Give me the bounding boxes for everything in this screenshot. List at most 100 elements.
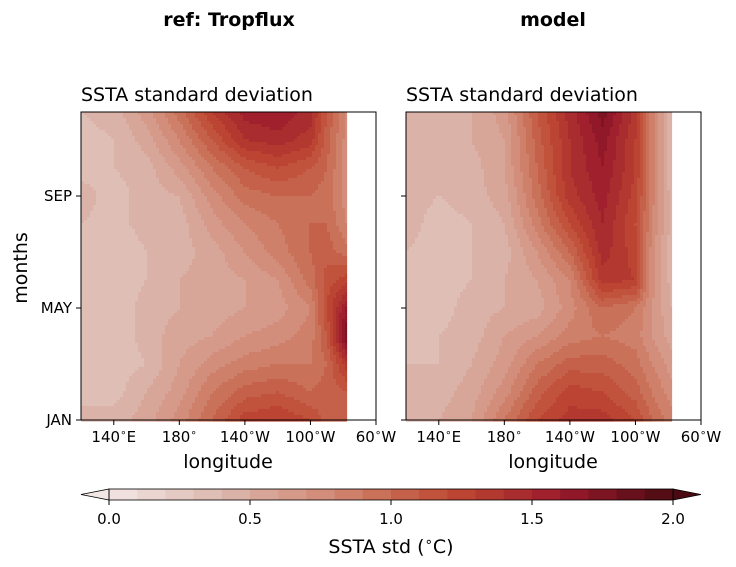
heatmap-cell [309,211,313,215]
heatmap-cell [147,217,151,221]
heatmap-cell [345,211,348,215]
heatmap-cell [207,184,211,188]
heatmap-cell [216,160,220,164]
heatmap-cell [261,217,265,221]
heatmap-cell [324,196,328,200]
heatmap-cell [120,196,124,200]
heatmap-cell [333,202,337,206]
heatmap-cell [297,136,301,140]
heatmap-cell [282,154,286,158]
heatmap-cell [129,157,133,161]
heatmap-cell [117,205,121,209]
heatmap-cell [333,181,337,185]
heatmap-cell [336,208,340,212]
heatmap-cell [183,112,187,116]
heatmap-cell [171,190,175,194]
heatmap-cell [321,208,325,212]
heatmap-cell [303,190,307,194]
heatmap-cell [315,151,319,155]
heatmap-cell [345,136,348,140]
heatmap-cell [171,133,175,137]
heatmap-cell [312,154,316,158]
heatmap-cell [339,145,343,149]
heatmap-cell [192,169,196,173]
heatmap-cell [282,193,286,197]
heatmap-cell [339,178,343,182]
heatmap-cell [303,157,307,161]
heatmap-cell [339,157,343,161]
heatmap-cell [231,166,235,170]
heatmap-cell [150,175,154,179]
heatmap-cell [306,157,310,161]
heatmap-cell [252,208,256,212]
heatmap-cell [255,193,259,197]
heatmap-cell [213,136,217,140]
heatmap-cell [123,214,127,218]
heatmap-cell [132,142,136,146]
heatmap-cell [309,127,313,131]
heatmap-cell [105,184,109,188]
heatmap-cell [114,166,118,170]
heatmap-cell [342,184,346,188]
heatmap-cell [93,163,97,167]
heatmap-cell [114,193,118,197]
heatmap-cell [243,196,247,200]
heatmap-cell [264,124,268,128]
heatmap-cell [333,118,337,122]
heatmap-cell [132,190,136,194]
heatmap-cell [117,157,121,161]
heatmap-cell [252,160,256,164]
heatmap-cell [225,148,229,152]
heatmap-cell [261,196,265,200]
heatmap-cell [111,172,115,176]
heatmap-cell [228,187,232,191]
heatmap-cell [219,211,223,215]
heatmap-cell [84,214,88,218]
heatmap-cell [216,178,220,182]
heatmap-cell [267,160,271,164]
heatmap-cell [309,142,313,146]
heatmap-cell [90,187,94,191]
heatmap-cell [252,163,256,167]
heatmap-cell [228,115,232,119]
heatmap-cell [111,217,115,221]
heatmap-cell [240,133,244,137]
heatmap-cell [219,208,223,212]
heatmap-cell [174,196,178,200]
heatmap-cell [99,175,103,179]
heatmap-cell [321,193,325,197]
heatmap-cell [81,118,85,122]
heatmap-cell [195,184,199,188]
heatmap-cell [177,115,181,119]
heatmap-cell [267,199,271,203]
heatmap-cell [285,214,289,218]
heatmap-cell [129,166,133,170]
heatmap-cell [222,169,226,173]
heatmap-cell [312,127,316,131]
heatmap-cell [309,202,313,206]
heatmap-cell [171,184,175,188]
heatmap-cell [153,172,157,176]
heatmap-cell [99,178,103,182]
heatmap-cell [177,187,181,191]
heatmap-cell [207,190,211,194]
heatmap-cell [297,163,301,167]
heatmap-cell [156,133,160,137]
heatmap-cell [306,175,310,179]
heatmap-cell [252,172,256,176]
heatmap-cell [162,214,166,218]
heatmap-cell [108,136,112,140]
heatmap-cell [288,130,292,134]
heatmap-cell [309,136,313,140]
heatmap-cell [279,202,283,206]
heatmap-cell [330,169,334,173]
heatmap-cell [90,136,94,140]
heatmap-cell [282,178,286,182]
heatmap-cell [108,130,112,134]
heatmap-cell [120,130,124,134]
heatmap-cell [255,154,259,158]
heatmap-cell [132,196,136,200]
heatmap-cell [147,169,151,173]
heatmap-cell [210,160,214,164]
heatmap-cell [237,172,241,176]
